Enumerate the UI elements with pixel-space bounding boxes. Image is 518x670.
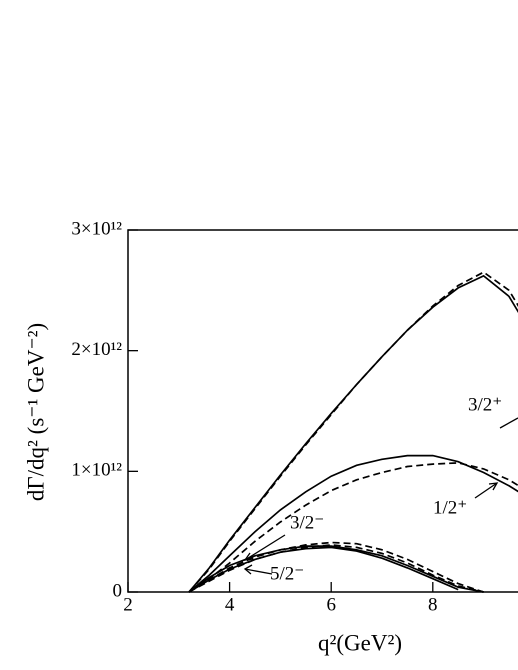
x-tick-label: 4 — [225, 594, 235, 615]
y-tick-label: 3×10¹² — [71, 218, 122, 239]
curve-label: 1/2⁺ — [433, 497, 467, 518]
y-tick-label: 0 — [113, 580, 123, 601]
curve-label: 3/2⁻ — [290, 512, 324, 533]
curve — [188, 546, 459, 593]
x-tick-label: 8 — [428, 594, 438, 615]
y-tick-label: 1×10¹² — [71, 460, 122, 481]
curve — [188, 462, 518, 593]
curve — [188, 274, 518, 593]
curve — [188, 545, 484, 593]
curve-label: 3/2⁺ — [468, 394, 502, 415]
x-axis-label: q²(GeV²) — [318, 630, 402, 655]
x-tick-label: 6 — [326, 594, 336, 615]
curve — [188, 454, 518, 593]
y-axis-label: dΓ/dq² (s⁻¹ GeV⁻²) — [23, 323, 48, 501]
x-tick-label: 2 — [123, 594, 133, 615]
curve — [188, 541, 484, 593]
curve — [188, 544, 484, 593]
plot-frame — [127, 229, 518, 593]
curve-label: 5/2⁻ — [270, 563, 304, 584]
curve — [188, 271, 518, 593]
y-tick-label: 2×10¹² — [71, 339, 122, 360]
